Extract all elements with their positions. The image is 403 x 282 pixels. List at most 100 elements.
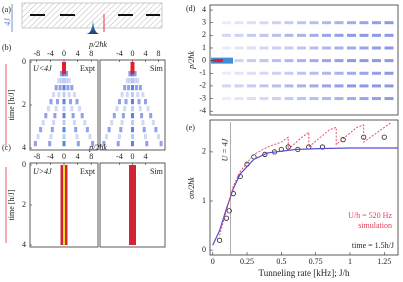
x-tick-label: 8: [157, 49, 161, 58]
density-pixel: [67, 78, 71, 84]
y-tick-label: 3: [202, 18, 206, 27]
density-pixel: [272, 21, 281, 25]
regime-label: U<4J: [33, 64, 52, 73]
density-pixel: [49, 99, 53, 105]
density-pixel: [259, 97, 269, 101]
y-tick-label: 0: [202, 55, 206, 64]
density-pixel: [120, 120, 124, 126]
density-pixel: [234, 33, 244, 37]
y-tick-label: 2: [22, 100, 26, 109]
density-pixel: [384, 21, 394, 25]
density-pixel: [57, 92, 61, 98]
density-pixel: [41, 120, 45, 126]
density-pixel: [309, 97, 319, 101]
y-tick-label: -4: [199, 106, 206, 115]
density-pixel: [359, 97, 369, 101]
y-tick-label: -3: [199, 93, 206, 102]
density-pixel: [136, 92, 140, 98]
density-pixel: [259, 33, 269, 37]
y-tick-label: -2: [199, 81, 206, 90]
x-tick-label: 8: [89, 152, 93, 161]
density-pixel: [347, 71, 356, 75]
density-pixel: [49, 134, 53, 140]
lattice: [21, 2, 163, 29]
density-pixel: [131, 106, 134, 112]
density-pixel: [131, 85, 134, 91]
y-tick-label: 2: [22, 200, 26, 209]
density-pixel: [259, 59, 269, 63]
density-pixel: [384, 46, 394, 50]
x-tick-label: -4: [116, 152, 123, 161]
density-pixel: [59, 78, 63, 84]
density-pixel: [50, 127, 54, 133]
density-pixel: [69, 99, 72, 105]
density-pixel: [247, 46, 256, 50]
density-pixel: [347, 59, 356, 63]
data-point: [319, 144, 326, 150]
y-tick-label: 2: [202, 30, 206, 39]
density-pixel: [222, 21, 231, 25]
density-pixel: [297, 21, 306, 25]
sim-label: Sim: [150, 167, 164, 176]
density-peak: [62, 62, 66, 74]
density-pixel: [128, 78, 132, 84]
density-pixel: [62, 141, 66, 147]
x-tick-label: 0: [62, 49, 66, 58]
density-pixel: [137, 99, 141, 105]
density-pixel: [48, 141, 52, 147]
panel-label: (b): [2, 43, 12, 52]
y-tick-label: -1: [199, 68, 206, 77]
density-pixel: [359, 84, 369, 88]
density-pixel: [284, 97, 294, 101]
data-point: [217, 237, 223, 243]
density-pixel: [334, 33, 344, 37]
density-pixel: [309, 33, 319, 37]
density-pixel: [78, 106, 82, 112]
density-pixel: [284, 59, 294, 63]
density-pixel: [322, 84, 331, 88]
density-pixel: [272, 84, 281, 88]
density-pixel: [138, 85, 142, 91]
density-pixel: [62, 99, 66, 105]
x-tick-label: 0: [211, 257, 215, 266]
density-pixel: [347, 46, 356, 50]
density-pixel: [372, 71, 381, 75]
density-pixel: [222, 97, 231, 101]
density-pixel: [259, 71, 269, 75]
y-tick-label: 0: [202, 245, 206, 254]
density-pixel: [123, 85, 127, 91]
density-pixel: [54, 106, 58, 112]
density-pixel: [107, 127, 111, 133]
density-pixel: [259, 84, 269, 88]
series-line: [219, 122, 392, 236]
density-pixel: [322, 21, 331, 25]
density-pixel: [347, 84, 356, 88]
density-pixel: [133, 78, 137, 84]
density-pixel: [297, 97, 306, 101]
y-tick-label: 0: [22, 57, 26, 66]
y-axis-title: time [h/J]: [7, 89, 16, 120]
density-pixel: [112, 113, 116, 119]
density-pixel: [234, 21, 244, 25]
density-pixel: [272, 46, 281, 50]
density-pixel: [272, 33, 281, 37]
x-axis-title: p/2ħk: [88, 40, 107, 49]
density-pixel: [359, 46, 369, 50]
legend-entry: U/h = 520 Hz: [348, 211, 392, 220]
panel-label: (c): [2, 143, 11, 152]
density-pixel: [259, 21, 269, 25]
annotation: time = 1.5h/J: [352, 241, 394, 250]
density-pixel: [151, 120, 155, 126]
x-tick-label: 4: [76, 152, 80, 161]
density-pixel: [297, 71, 306, 75]
density-pixel: [384, 71, 394, 75]
density-pixel: [322, 46, 331, 50]
density-pixel: [66, 85, 70, 91]
density-pixel: [110, 120, 114, 126]
density-pixel: [144, 134, 147, 140]
y-axis-title: p/2ħk: [187, 51, 196, 70]
x-tick-label: 0.75: [309, 257, 323, 266]
density-pixel: [131, 127, 134, 133]
density-pixel: [141, 92, 145, 98]
density-pixel: [284, 71, 294, 75]
